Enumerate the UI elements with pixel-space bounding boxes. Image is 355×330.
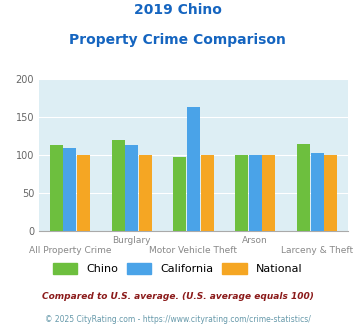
Text: Motor Vehicle Theft: Motor Vehicle Theft [149,246,237,255]
Bar [64,148,76,231]
Bar [201,155,214,231]
Bar [77,155,90,231]
Text: Property Crime Comparison: Property Crime Comparison [69,33,286,47]
Text: © 2025 CityRating.com - https://www.cityrating.com/crime-statistics/: © 2025 CityRating.com - https://www.city… [45,315,310,324]
Text: 2019 Chino: 2019 Chino [133,3,222,17]
Legend: Chino, California, National: Chino, California, National [53,263,302,274]
Text: Compared to U.S. average. (U.S. average equals 100): Compared to U.S. average. (U.S. average … [42,292,313,301]
Text: Burglary: Burglary [113,236,151,245]
Text: All Property Crime: All Property Crime [29,246,111,255]
Bar [139,155,152,231]
Bar [111,140,125,231]
Bar [50,145,63,231]
Bar [311,153,323,231]
Bar [249,155,262,231]
Text: Arson: Arson [242,236,268,245]
Bar [125,145,138,231]
Text: Larceny & Theft: Larceny & Theft [281,246,353,255]
Bar [187,107,200,231]
Bar [324,155,337,231]
Bar [235,155,248,231]
Bar [297,144,310,231]
Bar [262,155,275,231]
Bar [173,157,186,231]
